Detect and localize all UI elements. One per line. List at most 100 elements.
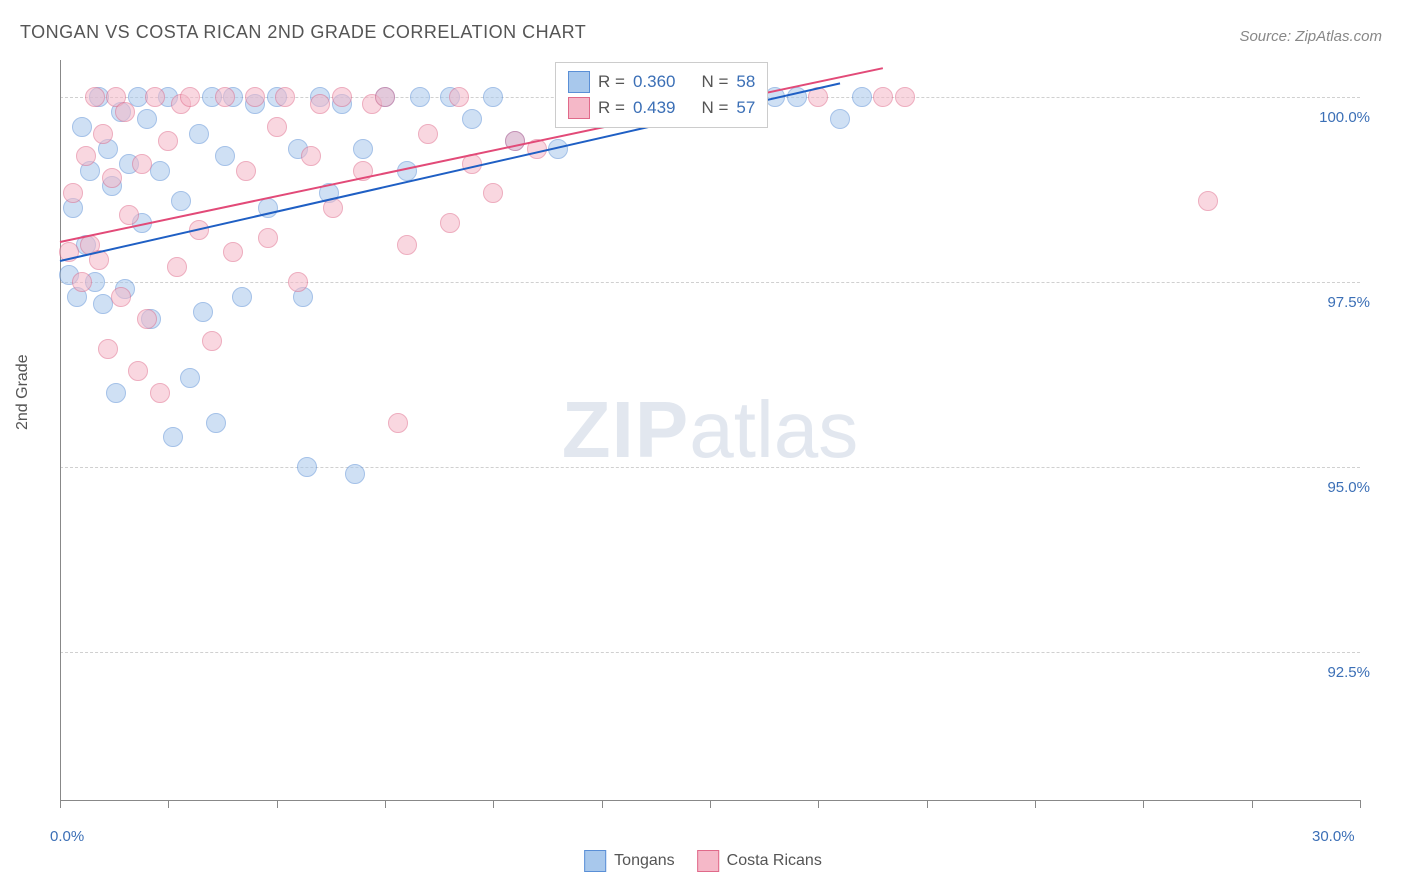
data-point <box>167 257 187 277</box>
data-point <box>215 146 235 166</box>
data-point <box>418 124 438 144</box>
data-point <box>150 161 170 181</box>
y-tick-label: 95.0% <box>1300 479 1370 496</box>
data-point <box>462 109 482 129</box>
data-point <box>115 102 135 122</box>
data-point <box>332 87 352 107</box>
data-point <box>180 87 200 107</box>
data-point <box>375 87 395 107</box>
x-tick <box>1035 800 1036 808</box>
data-point <box>301 146 321 166</box>
data-point <box>353 139 373 159</box>
data-point <box>449 87 469 107</box>
data-point <box>93 124 113 144</box>
legend-item: Tongans <box>584 850 675 872</box>
data-point <box>163 427 183 447</box>
data-point <box>111 287 131 307</box>
data-point <box>288 272 308 292</box>
gridline <box>60 467 1360 468</box>
legend-r-value: 0.360 <box>633 69 676 95</box>
legend-swatch <box>568 71 590 93</box>
legend-series-name: Costa Ricans <box>727 852 822 870</box>
x-tick-label: 30.0% <box>1312 828 1355 845</box>
stats-legend-row: R = 0.360 N = 58 <box>568 69 755 95</box>
watermark-zip: ZIP <box>562 385 689 474</box>
chart-title: TONGAN VS COSTA RICAN 2ND GRADE CORRELAT… <box>20 22 586 43</box>
legend-n-label: N = <box>701 95 728 121</box>
data-point <box>397 235 417 255</box>
data-point <box>193 302 213 322</box>
x-tick <box>60 800 61 808</box>
data-point <box>150 383 170 403</box>
legend-swatch <box>697 850 719 872</box>
data-point <box>215 87 235 107</box>
gridline <box>60 652 1360 653</box>
x-tick <box>168 800 169 808</box>
data-point <box>440 213 460 233</box>
data-point <box>119 205 139 225</box>
y-axis <box>60 60 61 800</box>
stats-legend-row: R =0.439N =57 <box>568 95 755 121</box>
legend-r-label: R = <box>598 95 625 121</box>
y-tick-label: 92.5% <box>1300 664 1370 681</box>
data-point <box>137 309 157 329</box>
data-point <box>873 87 893 107</box>
data-point <box>232 287 252 307</box>
data-point <box>206 413 226 433</box>
data-point <box>171 191 191 211</box>
data-point <box>483 87 503 107</box>
legend-series-name: Tongans <box>614 852 675 870</box>
x-tick <box>927 800 928 808</box>
x-tick <box>1143 800 1144 808</box>
data-point <box>310 94 330 114</box>
plot-area: ZIPatlas 92.5%95.0%97.5%100.0%0.0%30.0% <box>60 60 1360 800</box>
data-point <box>180 368 200 388</box>
gridline <box>60 282 1360 283</box>
data-point <box>410 87 430 107</box>
data-point <box>63 183 83 203</box>
legend-n-value: 58 <box>736 69 755 95</box>
x-tick-label: 0.0% <box>50 828 84 845</box>
legend-n-label: N = <box>701 69 728 95</box>
legend-r-label: R = <box>598 69 625 95</box>
data-point <box>72 272 92 292</box>
data-point <box>388 413 408 433</box>
x-tick <box>385 800 386 808</box>
legend-item: Costa Ricans <box>697 850 822 872</box>
data-point <box>76 146 96 166</box>
x-tick <box>493 800 494 808</box>
data-point <box>483 183 503 203</box>
data-point <box>132 154 152 174</box>
data-point <box>852 87 872 107</box>
legend-r-value: 0.439 <box>633 95 676 121</box>
data-point <box>258 228 278 248</box>
data-point <box>137 109 157 129</box>
data-point <box>145 87 165 107</box>
y-tick-label: 97.5% <box>1300 294 1370 311</box>
x-tick <box>602 800 603 808</box>
x-tick <box>1252 800 1253 808</box>
x-tick <box>818 800 819 808</box>
data-point <box>236 161 256 181</box>
legend-bottom: Tongans Costa Ricans <box>584 850 822 872</box>
data-point <box>1198 191 1218 211</box>
data-point <box>158 131 178 151</box>
x-tick <box>710 800 711 808</box>
y-axis-label: 2nd Grade <box>14 354 32 430</box>
data-point <box>267 117 287 137</box>
x-tick <box>277 800 278 808</box>
data-point <box>98 339 118 359</box>
data-point <box>128 361 148 381</box>
y-tick-label: 100.0% <box>1300 109 1370 126</box>
data-point <box>297 457 317 477</box>
data-point <box>830 109 850 129</box>
stats-legend: R =0.360N =58R =0.439N =57 <box>555 62 768 128</box>
data-point <box>202 331 222 351</box>
data-point <box>189 124 209 144</box>
data-point <box>345 464 365 484</box>
data-point <box>223 242 243 262</box>
legend-swatch <box>584 850 606 872</box>
data-point <box>275 87 295 107</box>
data-point <box>895 87 915 107</box>
data-point <box>102 168 122 188</box>
